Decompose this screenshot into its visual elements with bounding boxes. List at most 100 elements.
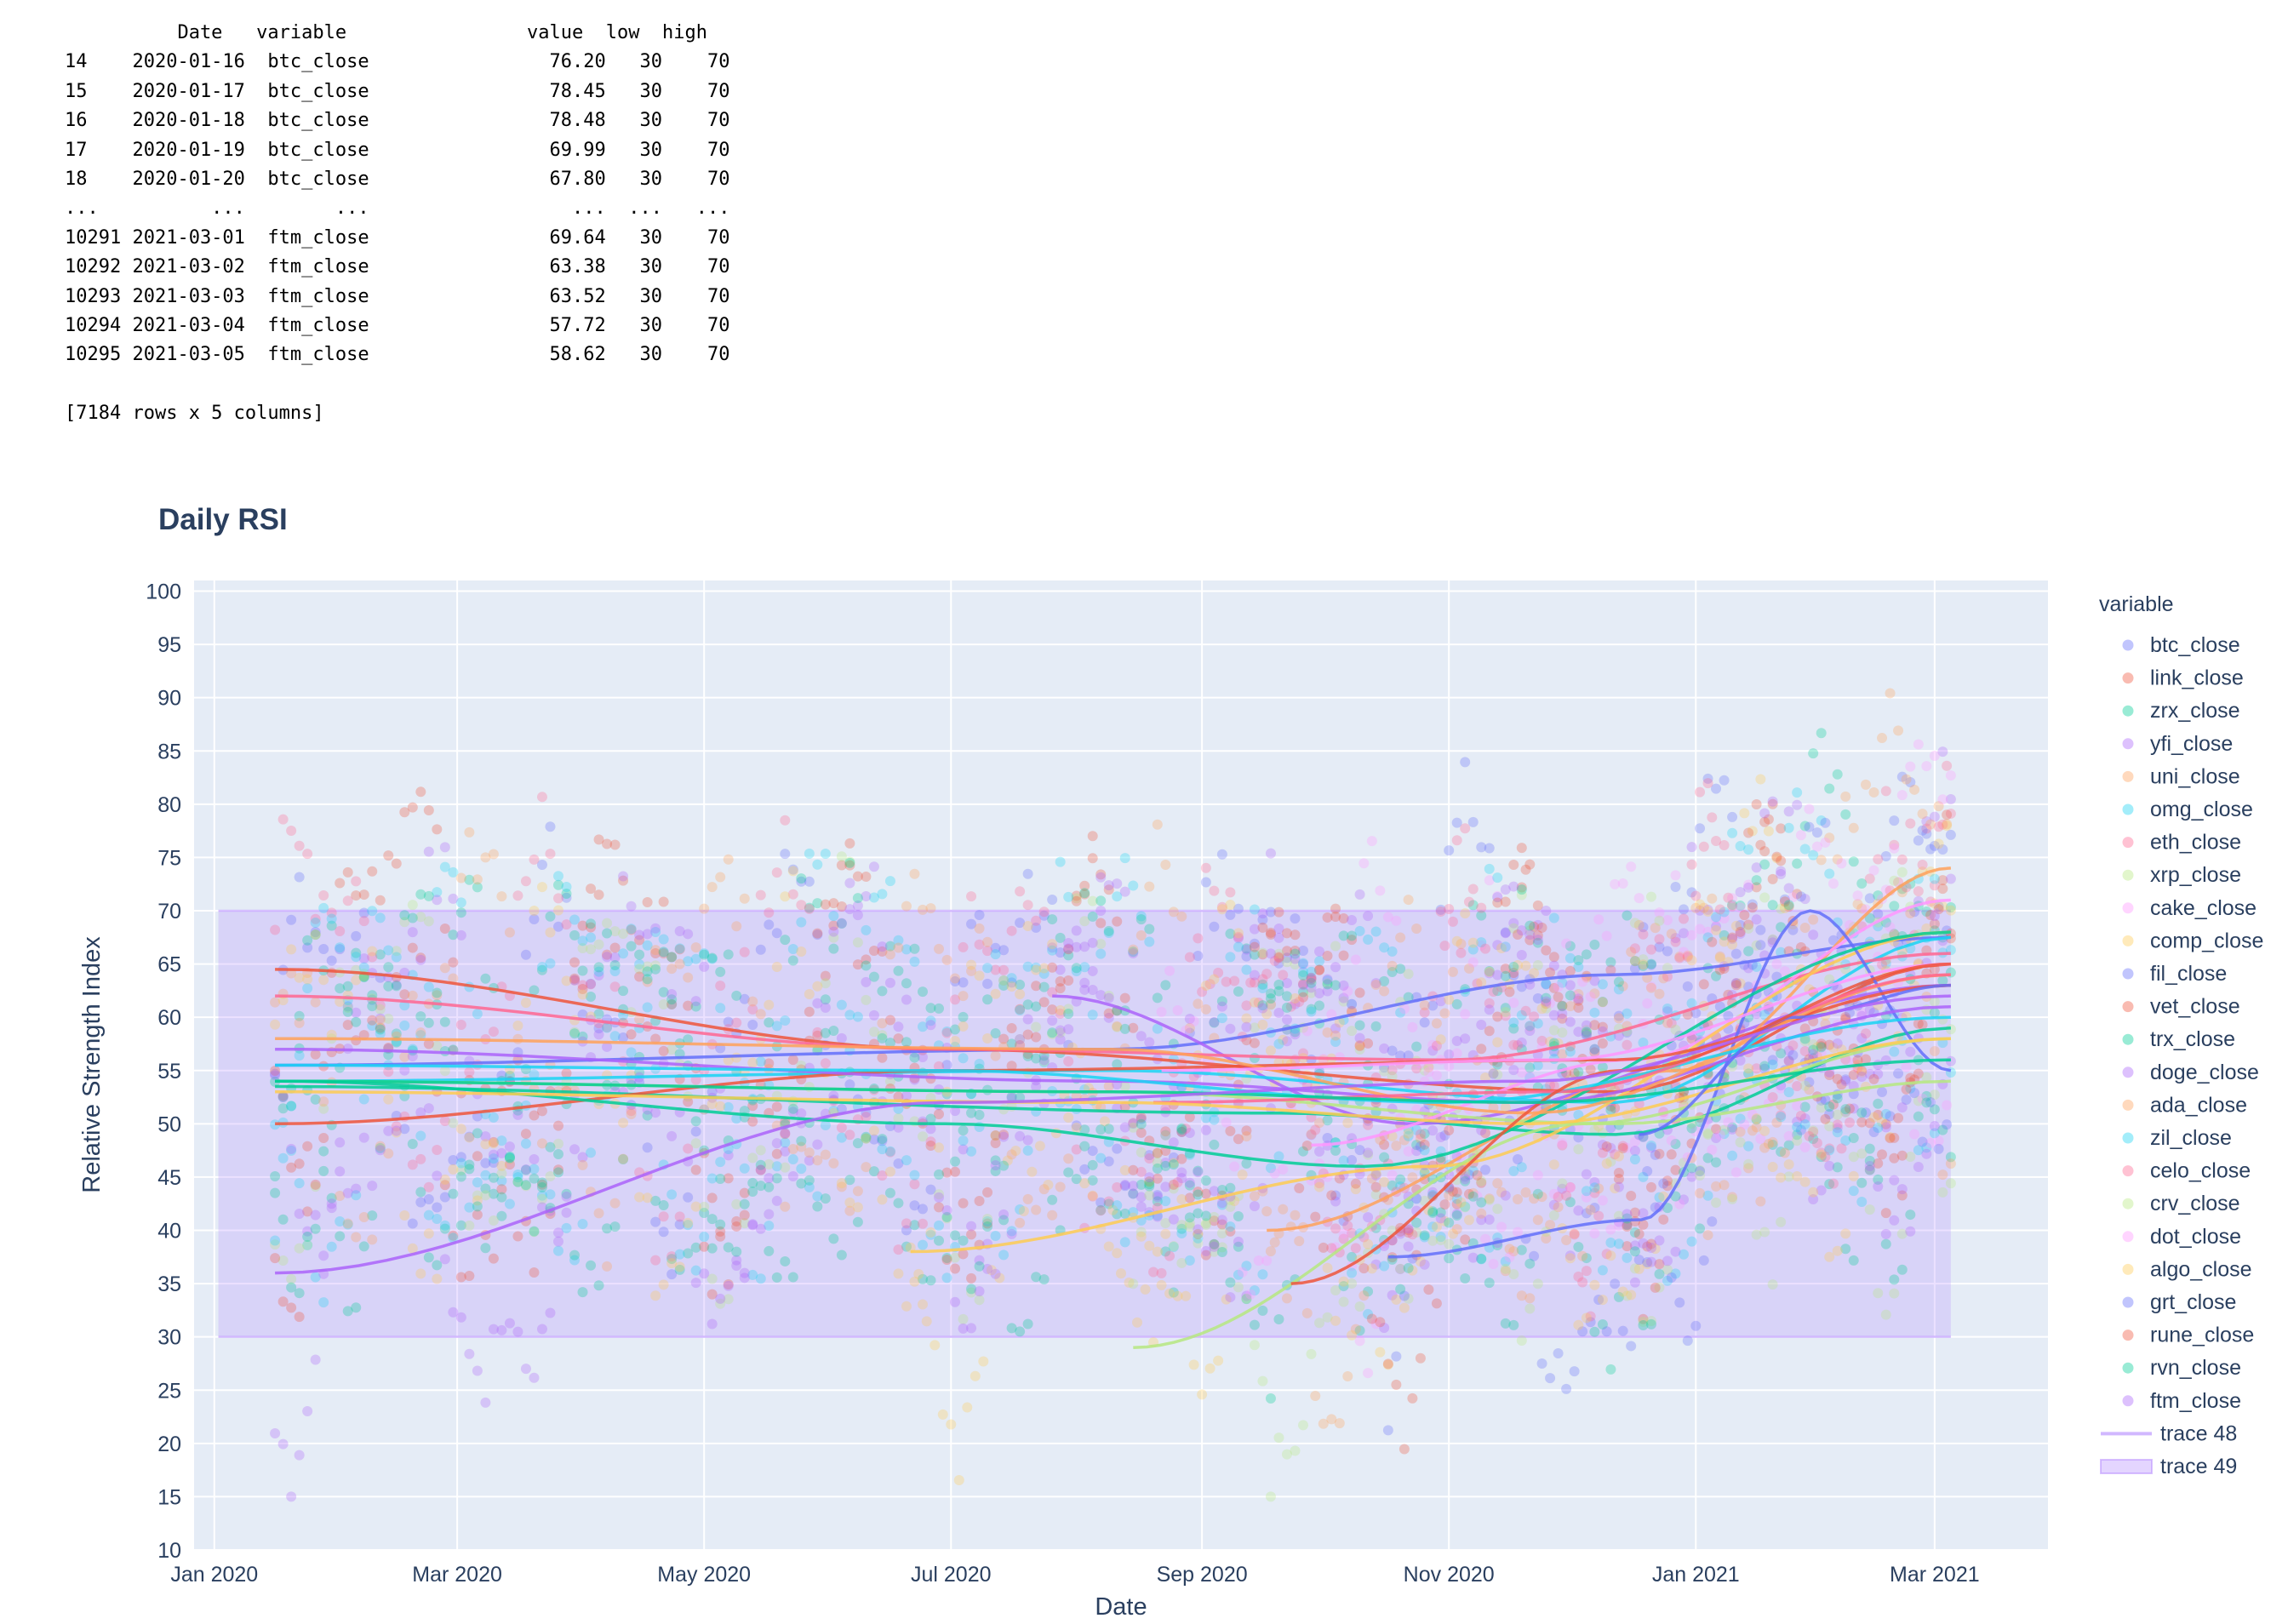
data-point: [990, 1138, 1001, 1149]
data-point: [1484, 863, 1495, 874]
data-point: [1427, 1235, 1439, 1246]
data-point: [1209, 1017, 1220, 1028]
data-point: [1605, 957, 1616, 968]
data-point: [1500, 964, 1511, 975]
data-point: [978, 1356, 989, 1367]
data-point: [1310, 1124, 1321, 1135]
data-point: [1755, 924, 1766, 935]
data-point: [1610, 1102, 1621, 1113]
data-point: [1889, 1288, 1900, 1299]
data-point: [1714, 1129, 1725, 1141]
data-point: [367, 1181, 378, 1192]
data-point: [1711, 835, 1722, 846]
data-point: [1314, 988, 1325, 999]
data-point: [1047, 939, 1058, 950]
data-point: [1727, 893, 1738, 904]
data-point: [930, 1340, 941, 1351]
data-point: [1856, 903, 1868, 914]
data-point: [998, 964, 1010, 975]
data-point: [1585, 992, 1596, 1003]
data-point: [1516, 1067, 1527, 1078]
data-point: [739, 1267, 750, 1278]
data-point: [1176, 1228, 1187, 1239]
data-point: [1249, 1052, 1260, 1063]
data-point: [586, 883, 597, 895]
legend-item-doge_close: doge_close: [2122, 1061, 2259, 1084]
data-point: [1281, 1036, 1292, 1047]
data-point: [302, 1232, 313, 1243]
data-point: [1387, 967, 1398, 978]
data-point: [1727, 901, 1738, 912]
data-point: [974, 1295, 985, 1306]
data-point: [520, 1180, 531, 1191]
dataframe-row: 16 2020-01-18 btc_close 78.48 30 70: [65, 110, 730, 132]
data-point: [342, 1006, 353, 1017]
data-point: [1447, 966, 1458, 977]
data-point: [1564, 952, 1576, 964]
data-point: [1670, 882, 1681, 893]
data-point: [1492, 892, 1503, 903]
data-point: [1209, 1114, 1220, 1125]
legend-marker: [2122, 1099, 2134, 1111]
data-point: [780, 1128, 791, 1139]
data-point: [1593, 1183, 1604, 1194]
data-point: [1318, 1418, 1329, 1429]
data-point: [1330, 1223, 1341, 1234]
data-point: [1297, 980, 1308, 991]
data-point: [1893, 1112, 1904, 1124]
data-point: [683, 1192, 694, 1203]
data-point: [1095, 918, 1107, 929]
data-point: [804, 1081, 815, 1092]
data-point: [423, 1038, 434, 1049]
data-point: [1128, 1278, 1139, 1289]
data-point: [1751, 1114, 1762, 1125]
data-point: [1820, 817, 1831, 828]
data-point: [464, 1164, 475, 1175]
data-point: [674, 1264, 685, 1275]
data-point: [1513, 960, 1524, 971]
data-point: [318, 943, 329, 954]
legend-item-vet_close: vet_close: [2122, 995, 2240, 1019]
data-point: [1415, 1133, 1426, 1144]
data-point: [351, 1232, 362, 1243]
data-point: [1193, 1189, 1204, 1200]
data-point: [1467, 1187, 1479, 1198]
data-point: [294, 872, 305, 883]
data-point: [1573, 993, 1584, 1004]
data-point: [1589, 1007, 1600, 1018]
data-point: [1322, 974, 1333, 985]
data-point: [626, 924, 637, 935]
data-point: [1921, 823, 1932, 834]
data-point: [1629, 963, 1640, 974]
x-tick-label: Jan 2021: [1652, 1563, 1740, 1587]
data-point: [1751, 799, 1762, 810]
data-point: [1945, 829, 1956, 840]
data-point: [1564, 1182, 1576, 1193]
data-point: [1087, 965, 1098, 976]
data-point: [1087, 895, 1098, 906]
data-point: [1176, 1193, 1187, 1204]
data-point: [1864, 873, 1875, 884]
data-point: [1804, 1084, 1815, 1095]
data-point: [1686, 1123, 1697, 1134]
data-point: [1662, 963, 1673, 974]
data-point: [950, 1230, 961, 1241]
data-point: [439, 1220, 450, 1231]
data-point: [286, 1273, 297, 1284]
data-point: [1622, 1039, 1633, 1050]
data-point: [1022, 868, 1033, 879]
legend-item-crv_close: crv_close: [2122, 1192, 2240, 1215]
data-point: [577, 935, 588, 946]
data-point: [1338, 980, 1349, 991]
data-point: [1144, 1181, 1155, 1192]
data-point: [609, 981, 621, 992]
data-point: [1273, 952, 1284, 964]
data-point: [448, 1188, 459, 1199]
data-point: [1200, 1124, 1211, 1135]
data-point: [1561, 938, 1572, 949]
data-point: [1783, 900, 1794, 911]
data-point: [1326, 1190, 1337, 1201]
data-point: [536, 1182, 547, 1193]
data-point: [658, 948, 669, 959]
data-point: [1022, 1050, 1033, 1061]
